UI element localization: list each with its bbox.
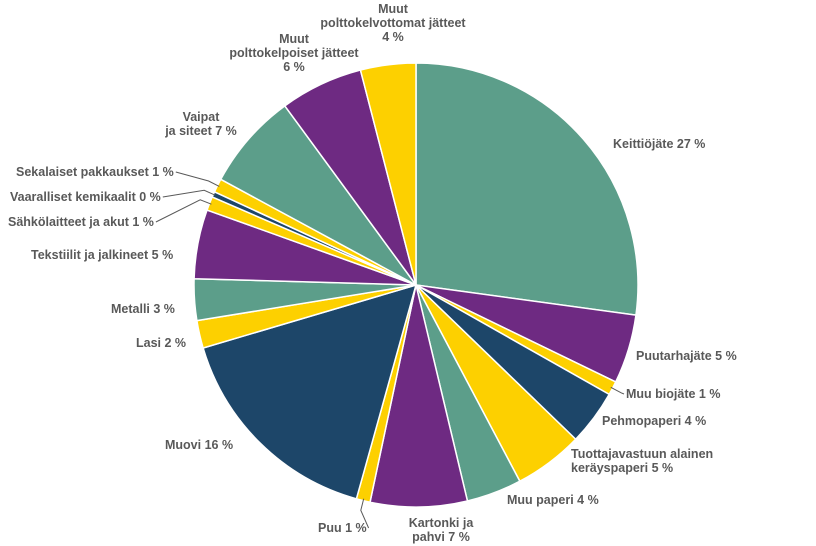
- slice-label: Puutarhajäte 5 %: [636, 349, 737, 363]
- slice-label: Muovi 16 %: [165, 438, 233, 452]
- pie-slice-muut-polttokelvottomat-jätteet: [359, 62, 417, 286]
- slices-layer: [193, 62, 639, 508]
- leader-line: [360, 498, 370, 529]
- leader-line: [162, 189, 216, 198]
- slice-label: Vaaralliset kemikaalit 0 %: [10, 190, 161, 204]
- slice-label: Kartonki ja pahvi 7 %: [409, 516, 475, 544]
- slice-label: Muu biojäte 1 %: [626, 387, 720, 401]
- slice-label: Tuottajavastuun alainen keräyspaperi 5 %: [571, 447, 713, 475]
- slice-label: Muu paperi 4 %: [507, 493, 599, 507]
- slice-label: Muut polttokelpoiset jätteet 6 %: [229, 32, 359, 74]
- slice-label: Metalli 3 %: [111, 302, 175, 316]
- labels-layer: Keittiöjäte 27 % Puutarhajäte 5 % Muu bioj…: [8, 2, 737, 544]
- slice-label: Vaipat ja siteet 7 %: [164, 110, 237, 138]
- slice-label: Keittiöjäte 27 %: [613, 137, 705, 151]
- slice-label: Lasi 2 %: [136, 336, 186, 350]
- leader-line: [610, 386, 625, 395]
- slice-label: Tekstiilit ja jalkineet 5 %: [31, 248, 173, 262]
- slice-label: Sekalaiset pakkaukset 1 %: [16, 165, 174, 179]
- slice-label: Puu 1 %: [318, 521, 367, 535]
- pie-slice-keittiöjäte: [415, 62, 639, 316]
- pie-slice-muovi: [202, 284, 417, 500]
- slice-label: Pehmopaperi 4 %: [602, 414, 706, 428]
- leader-line: [175, 171, 220, 187]
- leader-lines-layer: [155, 171, 625, 529]
- leader-line: [155, 199, 212, 223]
- slice-label: Muut polttokelvottomat jätteet 4 %: [320, 2, 466, 44]
- slice-label: Sähkölaitteet ja akut 1 %: [8, 215, 154, 229]
